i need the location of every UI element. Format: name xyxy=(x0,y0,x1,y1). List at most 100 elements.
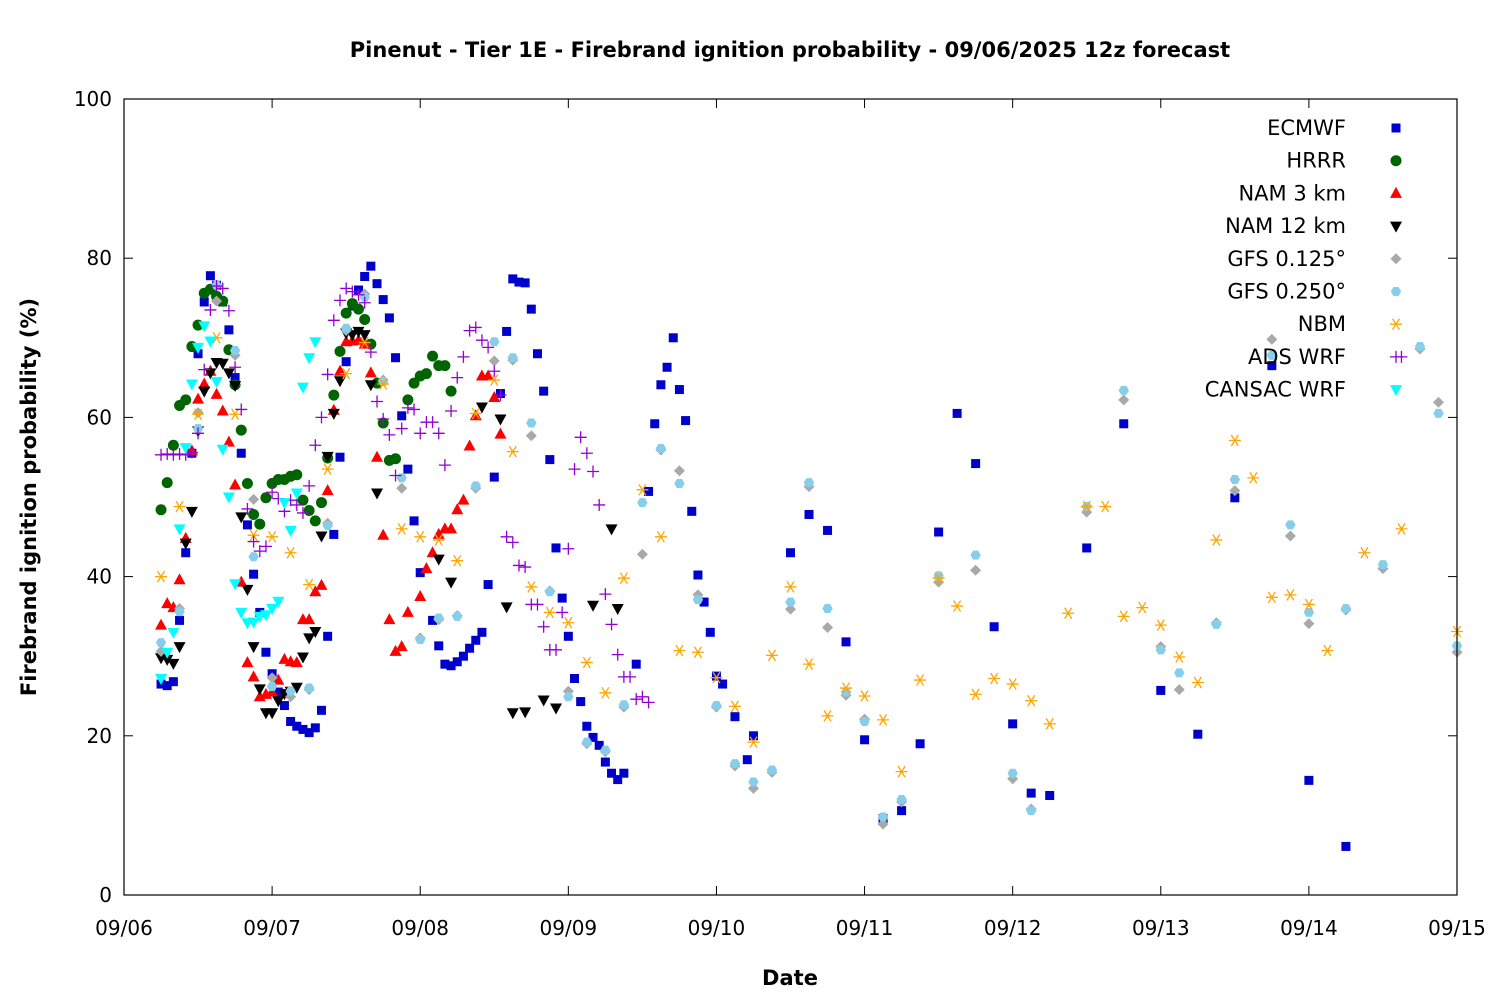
data-point xyxy=(340,307,352,319)
data-point xyxy=(303,505,315,517)
legend-marker xyxy=(1391,123,1401,133)
series-8 xyxy=(155,321,322,685)
data-point xyxy=(1136,601,1149,614)
data-point xyxy=(155,673,168,685)
legend-label: NBM xyxy=(1298,312,1346,336)
data-point xyxy=(291,469,303,481)
plot-frame xyxy=(123,98,1458,896)
data-point xyxy=(1341,841,1351,851)
legend-marker xyxy=(1390,318,1402,331)
data-point xyxy=(358,296,371,309)
data-point xyxy=(543,606,556,619)
data-point xyxy=(229,408,242,421)
data-point xyxy=(303,683,315,693)
series-4 xyxy=(155,288,1463,830)
data-point xyxy=(235,424,247,436)
data-point xyxy=(383,613,396,625)
legend-marker xyxy=(1390,186,1402,198)
data-point xyxy=(600,745,611,755)
data-point xyxy=(711,671,721,681)
legend-marker xyxy=(1390,155,1402,167)
data-point xyxy=(969,688,982,701)
data-point xyxy=(352,288,365,301)
data-point xyxy=(432,427,445,440)
data-point xyxy=(611,648,624,661)
data-point xyxy=(691,646,704,659)
data-point xyxy=(395,422,408,435)
legend-label: NAM 3 km xyxy=(1238,181,1346,205)
data-point xyxy=(556,606,569,619)
data-point xyxy=(420,368,432,380)
data-point xyxy=(654,530,667,543)
data-point xyxy=(360,272,370,282)
data-point xyxy=(358,330,371,342)
data-point xyxy=(674,385,684,395)
data-point xyxy=(222,435,235,447)
data-point xyxy=(175,615,185,625)
data-point xyxy=(248,509,260,521)
data-point xyxy=(309,337,322,349)
data-point xyxy=(155,448,168,461)
legend-marker xyxy=(1390,350,1402,363)
data-point xyxy=(266,672,278,684)
data-point xyxy=(181,548,191,558)
data-point xyxy=(1081,506,1093,518)
data-point xyxy=(230,373,240,383)
data-point xyxy=(544,587,556,597)
y-tick-label: 20 xyxy=(87,724,112,748)
data-point xyxy=(1433,408,1444,418)
data-point xyxy=(340,367,353,380)
data-point xyxy=(599,588,612,601)
data-point xyxy=(254,518,266,530)
data-point xyxy=(285,686,296,696)
y-tick-label: 60 xyxy=(87,405,112,429)
data-point xyxy=(397,411,407,421)
data-point xyxy=(582,721,592,731)
data-point xyxy=(396,473,407,483)
data-point xyxy=(414,427,427,440)
data-point xyxy=(506,445,519,458)
data-point xyxy=(1229,485,1241,497)
data-point xyxy=(765,649,778,662)
data-point xyxy=(433,613,444,623)
data-point xyxy=(395,522,408,535)
data-point xyxy=(290,656,303,668)
data-point xyxy=(934,527,944,537)
data-point xyxy=(1211,619,1222,629)
data-point xyxy=(161,654,174,666)
legend-label: HRRR xyxy=(1286,149,1346,173)
data-point xyxy=(1266,350,1278,360)
data-point xyxy=(445,385,457,397)
series-3 xyxy=(155,326,624,720)
data-point xyxy=(952,408,962,418)
data-point xyxy=(1174,668,1185,678)
data-point xyxy=(247,642,260,654)
data-point xyxy=(173,642,186,654)
data-point xyxy=(1284,589,1297,601)
data-point xyxy=(475,402,488,414)
data-point xyxy=(766,765,778,775)
data-point xyxy=(296,506,309,519)
legend-marker xyxy=(1390,253,1402,265)
data-point xyxy=(247,670,260,682)
data-point xyxy=(371,450,384,462)
data-point xyxy=(483,580,493,590)
data-point xyxy=(445,405,458,418)
data-point xyxy=(333,376,346,388)
data-point xyxy=(408,377,420,389)
data-point xyxy=(328,389,340,401)
data-point xyxy=(512,559,525,572)
data-point xyxy=(340,323,352,333)
data-point xyxy=(168,677,178,687)
data-point xyxy=(630,693,643,706)
data-point xyxy=(488,391,501,402)
data-point xyxy=(161,647,174,659)
data-point xyxy=(1082,543,1092,553)
data-point xyxy=(334,345,346,357)
data-point xyxy=(545,455,555,465)
data-point xyxy=(605,618,618,631)
data-point xyxy=(458,651,468,661)
data-point xyxy=(179,443,192,455)
data-point xyxy=(192,427,205,440)
data-point xyxy=(877,812,889,822)
